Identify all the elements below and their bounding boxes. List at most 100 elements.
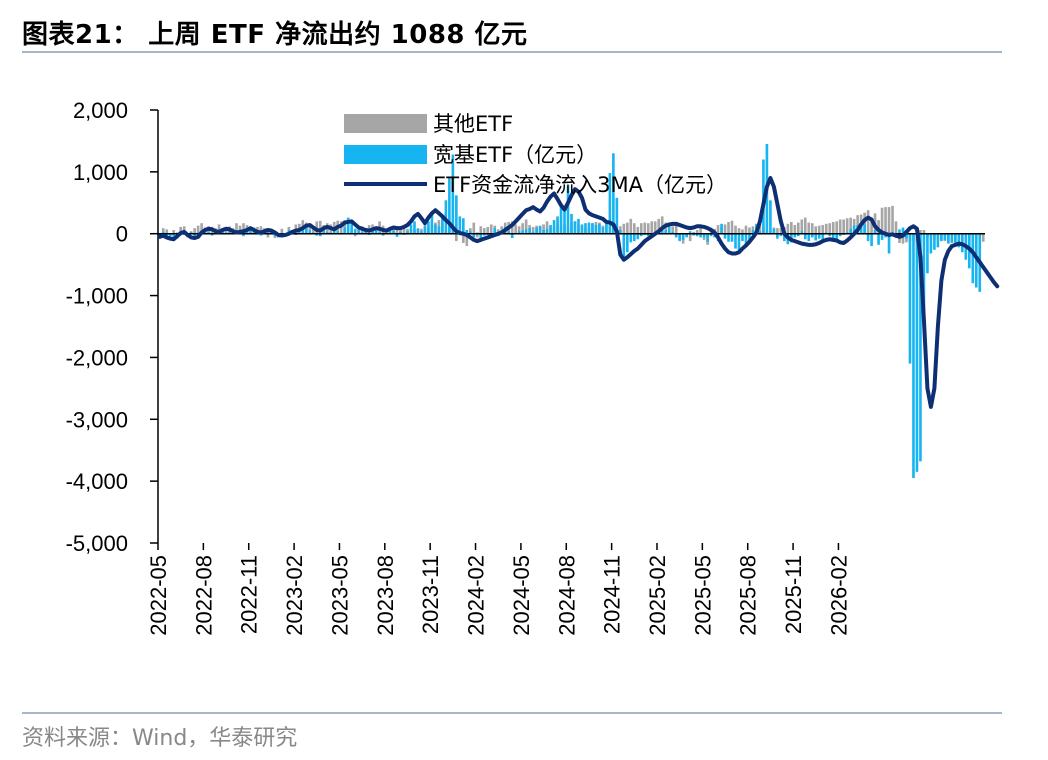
other-etf-bar bbox=[353, 233, 357, 237]
broad-etf-bar bbox=[971, 233, 975, 284]
broad-etf-bar bbox=[667, 225, 671, 234]
other-etf-bar bbox=[856, 215, 859, 234]
other-etf-bar bbox=[646, 223, 650, 234]
broad-etf-bar bbox=[636, 233, 640, 240]
other-etf-bar bbox=[482, 228, 486, 234]
broad-etf-bar bbox=[793, 233, 797, 238]
other-etf-bar bbox=[280, 228, 284, 234]
other-etf-bar bbox=[737, 228, 741, 234]
other-etf-bar bbox=[259, 226, 263, 234]
x-tick-label: 2022-11 bbox=[237, 555, 262, 634]
x-tick-labels: 2022-05 2022-08 2022-11 2023-02 2023-05 2023-… bbox=[146, 555, 851, 636]
other-etf-bar bbox=[877, 220, 880, 234]
other-etf-bar bbox=[524, 219, 528, 234]
y-tick-label: -4,000 bbox=[66, 469, 128, 494]
broad-etf-bar bbox=[905, 233, 908, 239]
x-tick-label: 2023-11 bbox=[418, 555, 443, 634]
broad-etf-bar bbox=[559, 205, 563, 234]
other-etf-bar bbox=[200, 223, 203, 234]
broad-etf-bar bbox=[758, 231, 762, 234]
broad-etf-bar bbox=[207, 231, 210, 234]
other-etf-bar bbox=[901, 233, 905, 244]
other-etf-bar bbox=[790, 221, 793, 234]
broad-etf-bar bbox=[493, 228, 497, 234]
other-etf-bar bbox=[653, 221, 657, 234]
other-etf-bar bbox=[343, 220, 346, 234]
y-tick-label: 2,000 bbox=[73, 98, 128, 123]
other-etf-bar bbox=[315, 221, 319, 234]
other-etf-bar bbox=[849, 217, 852, 234]
other-etf-bar bbox=[392, 226, 395, 234]
broad-etf-bar bbox=[507, 231, 510, 234]
broad-etf-bar bbox=[772, 228, 776, 234]
broad-etf-bar bbox=[364, 231, 367, 234]
x-tick-label: 2024-08 bbox=[554, 555, 579, 636]
broad-etf-bar bbox=[343, 227, 346, 234]
broad-etf-bar bbox=[556, 216, 559, 234]
y-tick-label: 0 bbox=[116, 222, 128, 247]
other-etf-bar bbox=[835, 221, 839, 234]
broad-etf-bar bbox=[158, 233, 162, 236]
broad-etf-bar bbox=[161, 231, 165, 234]
broad-etf-bar bbox=[922, 233, 926, 320]
other-etf-bar bbox=[500, 226, 504, 234]
broad-etf-bar bbox=[821, 233, 825, 240]
broad-etf-bar bbox=[304, 224, 308, 234]
broad-etf-bar bbox=[863, 224, 866, 234]
broad-etf-bar bbox=[563, 211, 566, 234]
other-etf-bar bbox=[842, 219, 845, 234]
broad-etf-bar bbox=[210, 233, 214, 236]
other-etf-bar bbox=[866, 210, 870, 234]
broad-etf-bar bbox=[699, 233, 702, 238]
broad-etf-bar bbox=[353, 228, 357, 234]
other-etf-bar bbox=[517, 226, 521, 234]
broad-etf-bar bbox=[591, 223, 594, 234]
other-etf-bar bbox=[172, 230, 176, 234]
broad-etf-bar bbox=[458, 216, 462, 234]
broad-etf-bar bbox=[723, 233, 727, 239]
broad-etf-bar bbox=[524, 229, 528, 234]
other-etf-bar bbox=[165, 229, 169, 234]
other-etf-bar bbox=[723, 224, 727, 234]
broad-etf-bar bbox=[678, 233, 681, 242]
broad-etf-bar bbox=[880, 233, 884, 240]
other-etf-bar bbox=[692, 231, 695, 234]
x-tick-label: 2024-05 bbox=[509, 555, 534, 636]
other-etf-bar bbox=[531, 226, 535, 234]
broad-etf-bar bbox=[482, 233, 486, 236]
broad-etf-bar bbox=[828, 233, 832, 237]
other-etf-bar bbox=[496, 229, 500, 234]
other-etf-bar bbox=[894, 221, 898, 234]
other-etf-bar bbox=[469, 228, 472, 234]
broad-etf-bar bbox=[639, 233, 643, 237]
broad-etf-bar bbox=[751, 230, 755, 234]
broad-etf-bar bbox=[671, 231, 675, 234]
broad-etf-bar bbox=[810, 233, 814, 238]
ma-line bbox=[157, 176, 1000, 409]
broad-etf-bar bbox=[783, 233, 786, 242]
other-etf-bar bbox=[311, 227, 315, 234]
etf-flow-chart: 2,000 1,000 0 -1,000 -2,000 -3,000 -4,000 -5,00… bbox=[66, 98, 1000, 636]
broad-etf-bar bbox=[448, 176, 451, 234]
broad-etf-bar bbox=[399, 231, 402, 234]
broad-etf-bar bbox=[189, 231, 193, 234]
broad-etf-bar bbox=[612, 153, 615, 234]
y-tick-label: -5,000 bbox=[66, 531, 128, 556]
other-etf-bar bbox=[824, 223, 828, 234]
broad-etf-bar bbox=[395, 233, 399, 237]
broad-etf-bar bbox=[695, 233, 699, 237]
broad-etf-bar bbox=[350, 223, 353, 234]
other-etf-bar bbox=[217, 224, 221, 234]
broad-etf-bar bbox=[646, 233, 650, 237]
broad-etf-bar bbox=[744, 233, 748, 247]
other-etf-bar bbox=[545, 221, 549, 234]
source-divider bbox=[22, 712, 1002, 714]
other-etf-bar bbox=[660, 216, 664, 234]
other-etf-bar bbox=[489, 224, 493, 234]
other-etf-bar bbox=[699, 227, 702, 234]
other-etf-bar bbox=[817, 225, 821, 234]
other-etf-bar bbox=[521, 223, 524, 234]
broad-etf-bar bbox=[831, 233, 835, 241]
legend-swatch-other bbox=[344, 114, 427, 133]
broad-etf-bar bbox=[469, 231, 472, 234]
